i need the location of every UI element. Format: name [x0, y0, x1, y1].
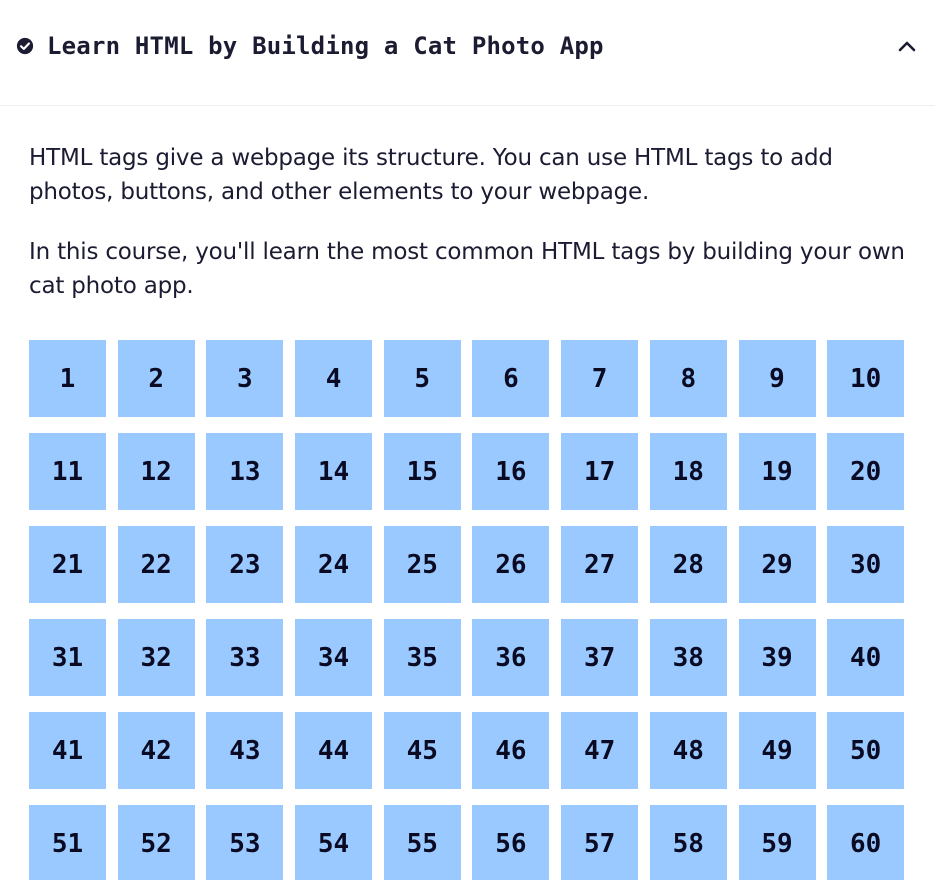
step-button[interactable]: 45	[383, 712, 461, 789]
course-content: HTML tags give a webpage its structure. …	[0, 141, 935, 880]
step-button[interactable]: 36	[472, 619, 550, 696]
step-grid: 1 2 3 4 5 6 7 8 9 10 11 12 13 14 15 16 17 18 19 20 21 22 23 24 2…	[29, 340, 906, 880]
step-button[interactable]: 41	[29, 712, 106, 789]
course-paragraph: In this course, you'll learn the most co…	[29, 239, 905, 299]
step-button[interactable]: 18	[649, 433, 727, 510]
step-button[interactable]: 48	[649, 712, 727, 789]
step-button[interactable]: 2	[117, 340, 195, 417]
step-button[interactable]: 33	[206, 619, 284, 696]
step-button[interactable]: 25	[383, 526, 461, 603]
step-button[interactable]: 24	[295, 526, 373, 603]
step-button[interactable]: 12	[117, 433, 195, 510]
step-button[interactable]: 14	[295, 433, 373, 510]
step-button[interactable]: 27	[561, 526, 639, 603]
step-button[interactable]: 28	[649, 526, 727, 603]
step-button[interactable]: 43	[206, 712, 284, 789]
intro-paragraph: HTML tags give a webpage its structure. …	[29, 145, 833, 205]
step-button[interactable]: 53	[206, 805, 284, 880]
step-button[interactable]: 31	[29, 619, 106, 696]
step-button[interactable]: 9	[738, 340, 816, 417]
step-button[interactable]: 37	[561, 619, 639, 696]
step-button[interactable]: 38	[649, 619, 727, 696]
step-button[interactable]: 23	[206, 526, 284, 603]
step-button[interactable]: 60	[827, 805, 905, 880]
course-header-toggle[interactable]: Learn HTML by Building a Cat Photo App	[0, 0, 935, 106]
step-button[interactable]: 32	[117, 619, 195, 696]
step-button[interactable]: 21	[29, 526, 106, 603]
step-button[interactable]: 29	[738, 526, 816, 603]
step-button[interactable]: 3	[206, 340, 284, 417]
step-button[interactable]: 19	[738, 433, 816, 510]
step-button[interactable]: 16	[472, 433, 550, 510]
step-button[interactable]: 10	[827, 340, 905, 417]
step-button[interactable]: 44	[295, 712, 373, 789]
check-circle-icon	[16, 37, 34, 55]
chevron-up-icon[interactable]	[897, 39, 917, 53]
step-button[interactable]: 52	[117, 805, 195, 880]
step-button[interactable]: 58	[649, 805, 727, 880]
step-button[interactable]: 49	[738, 712, 816, 789]
step-button[interactable]: 35	[383, 619, 461, 696]
step-button[interactable]: 17	[561, 433, 639, 510]
step-button[interactable]: 5	[383, 340, 461, 417]
step-button[interactable]: 40	[827, 619, 905, 696]
step-button[interactable]: 26	[472, 526, 550, 603]
step-button[interactable]: 34	[295, 619, 373, 696]
step-button[interactable]: 30	[827, 526, 905, 603]
step-button[interactable]: 6	[472, 340, 550, 417]
step-button[interactable]: 4	[295, 340, 373, 417]
step-button[interactable]: 47	[561, 712, 639, 789]
step-button[interactable]: 57	[561, 805, 639, 880]
step-button[interactable]: 1	[29, 340, 106, 417]
step-button[interactable]: 22	[117, 526, 195, 603]
step-button[interactable]: 59	[738, 805, 816, 880]
course-title: Learn HTML by Building a Cat Photo App	[47, 32, 604, 60]
step-button[interactable]: 46	[472, 712, 550, 789]
step-button[interactable]: 51	[29, 805, 106, 880]
step-button[interactable]: 54	[295, 805, 373, 880]
step-button[interactable]: 11	[29, 433, 106, 510]
step-button[interactable]: 8	[649, 340, 727, 417]
step-button[interactable]: 20	[827, 433, 905, 510]
step-button[interactable]: 39	[738, 619, 816, 696]
step-button[interactable]: 56	[472, 805, 550, 880]
step-button[interactable]: 15	[383, 433, 461, 510]
step-button[interactable]: 7	[561, 340, 639, 417]
step-button[interactable]: 42	[117, 712, 195, 789]
step-button[interactable]: 50	[827, 712, 905, 789]
step-button[interactable]: 13	[206, 433, 284, 510]
step-button[interactable]: 55	[383, 805, 461, 880]
